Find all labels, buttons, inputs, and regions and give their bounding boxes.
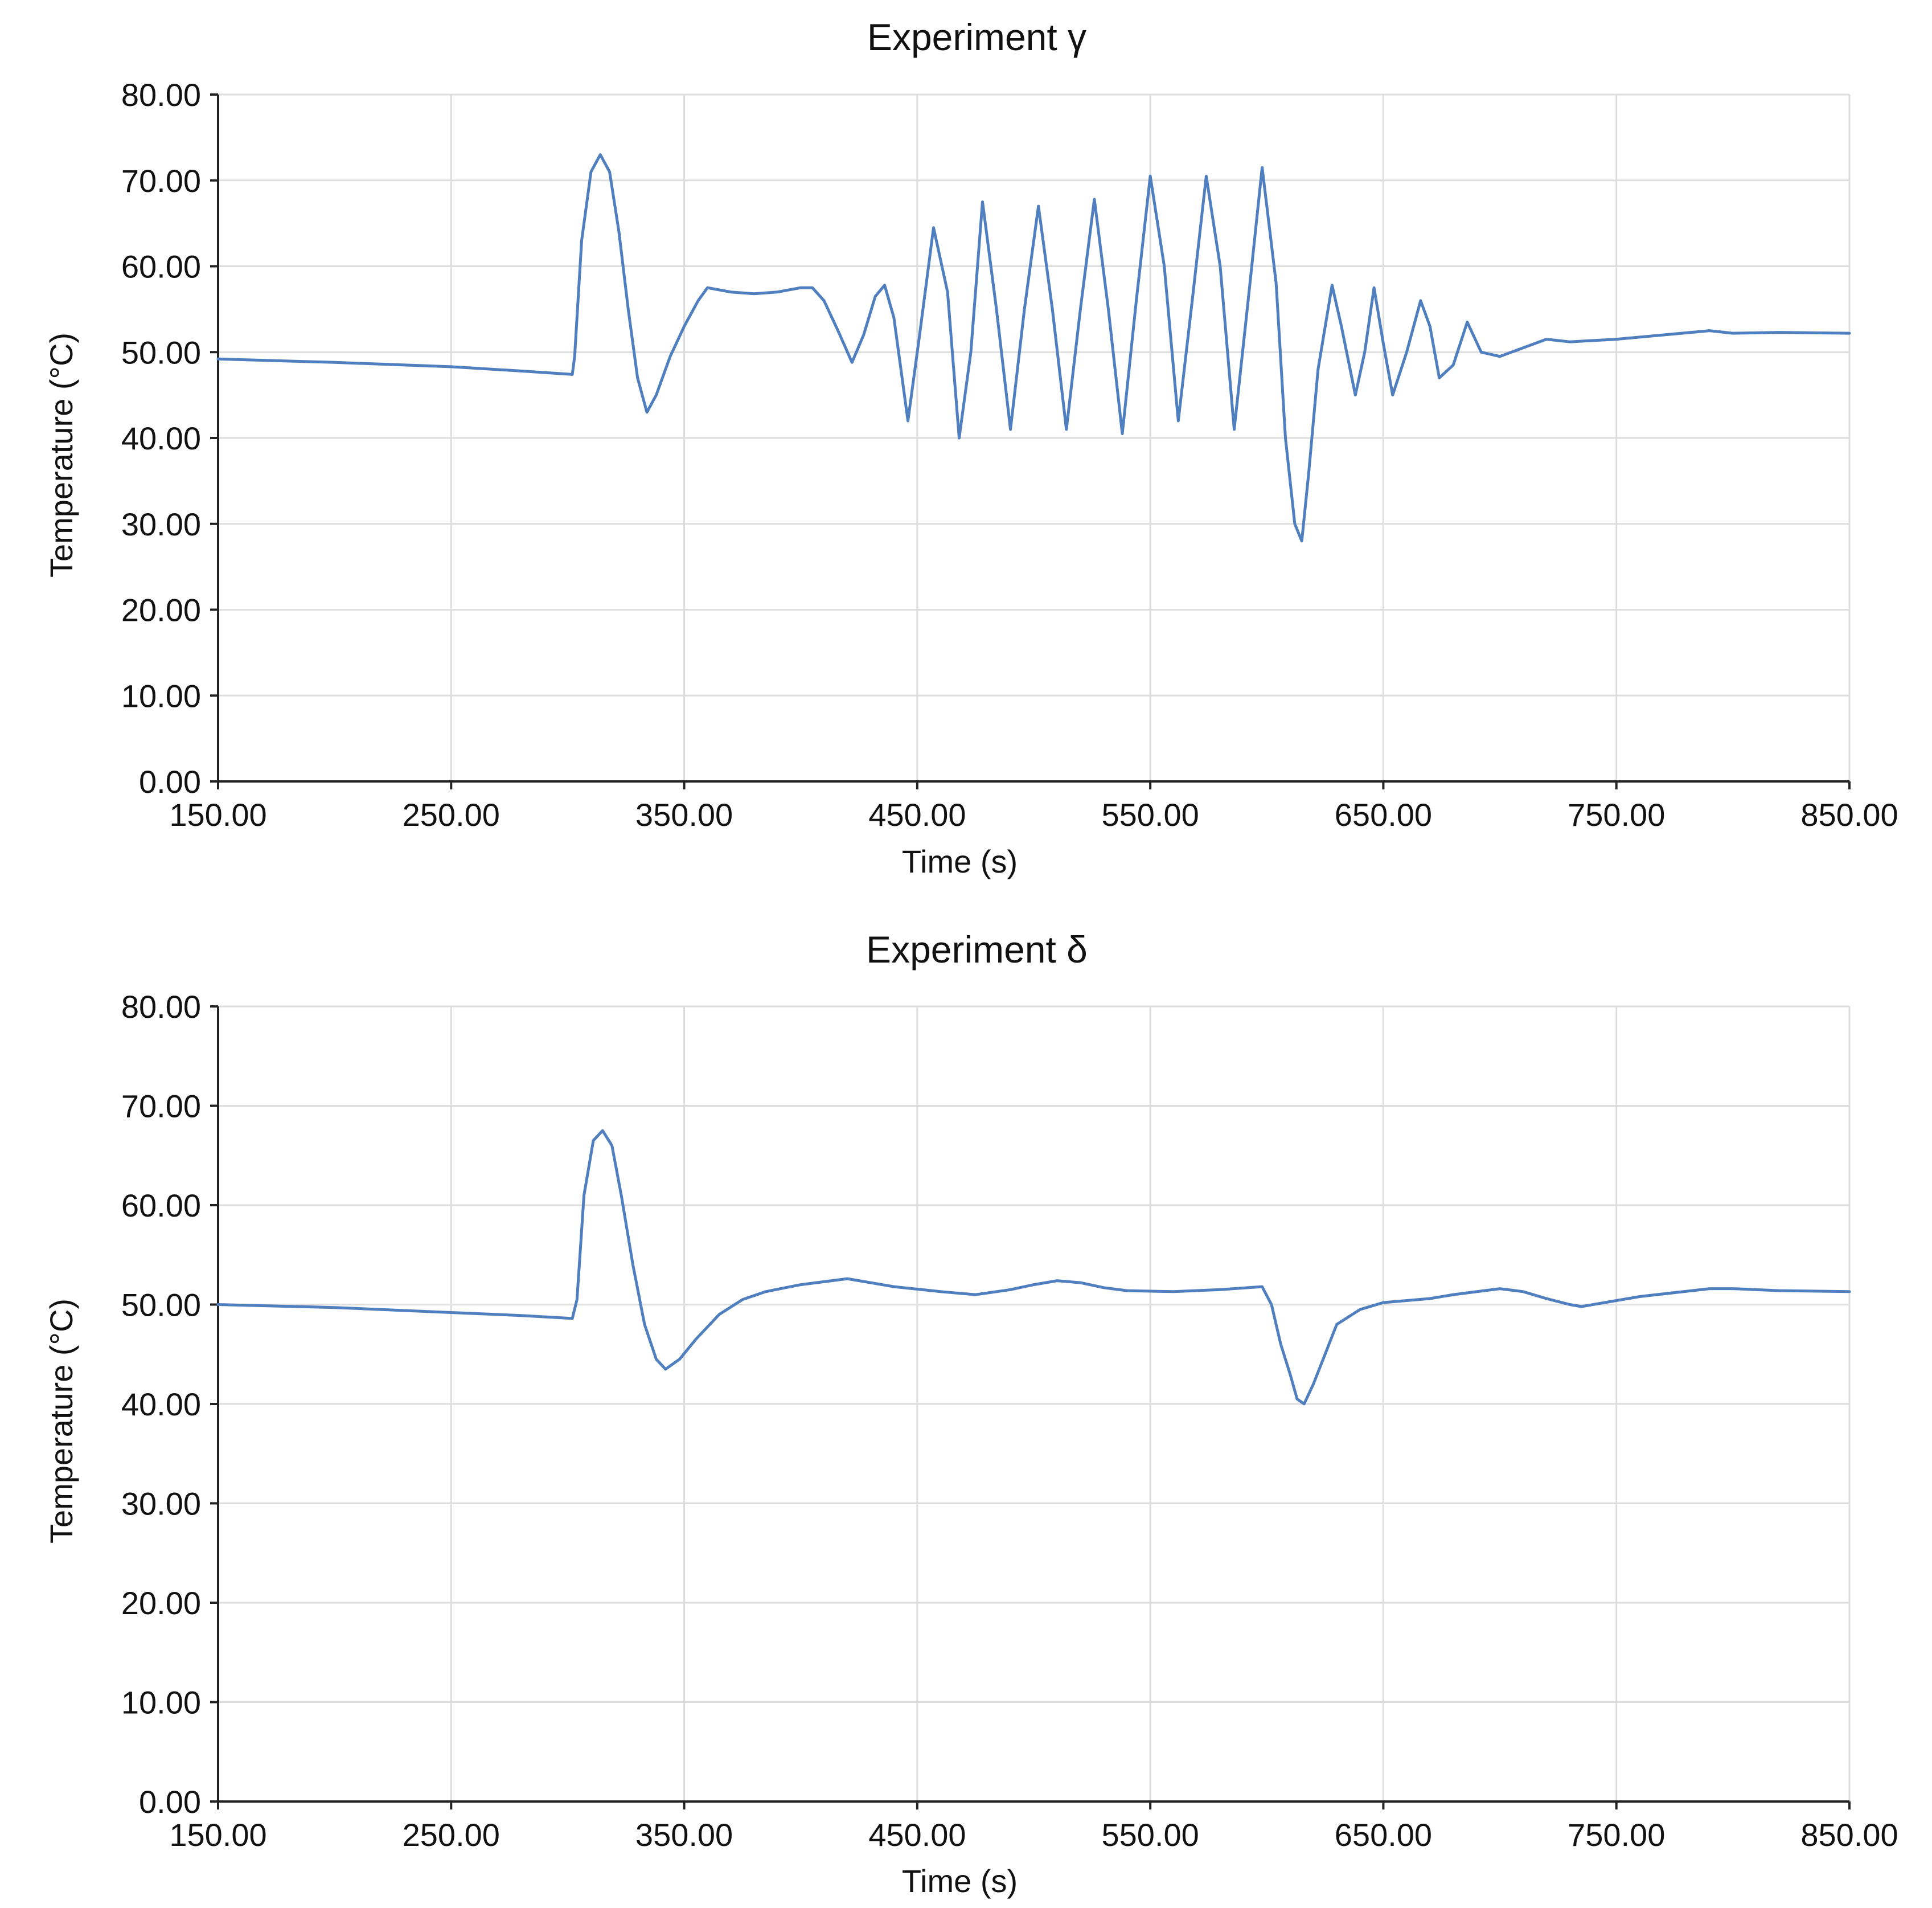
y-tick-label: 70.00 <box>121 163 201 199</box>
x-tick-label: 250.00 <box>403 797 500 833</box>
series-line-1 <box>216 153 1851 543</box>
y-tick-label: 0.00 <box>139 1784 201 1820</box>
x-tick-label: 650.00 <box>1335 1817 1432 1853</box>
x-tick-label: 550.00 <box>1102 1817 1199 1853</box>
y-axis-label: Temperature (°C) <box>43 1299 79 1543</box>
y-tick-label: 0.00 <box>139 764 201 800</box>
x-tick-label: 750.00 <box>1568 1817 1665 1853</box>
x-tick-label: 650.00 <box>1335 797 1432 833</box>
y-tick-label: 40.00 <box>121 420 201 456</box>
y-tick-label: 40.00 <box>121 1386 201 1422</box>
chart-panel-1: 150.00 250.00 350.00 450.00 550.00 650.00 750.… <box>43 16 1898 879</box>
y-tick-label: 20.00 <box>121 592 201 628</box>
y-tick-label: 70.00 <box>121 1088 201 1124</box>
y-tick-label: 20.00 <box>121 1585 201 1621</box>
x-tick-label: 850.00 <box>1800 1817 1898 1853</box>
y-tick-label: 80.00 <box>121 989 201 1025</box>
x-axis-label: Time (s) <box>902 1863 1018 1899</box>
x-tick-label: 450.00 <box>868 1817 966 1853</box>
y-tick-label: 50.00 <box>121 334 201 370</box>
x-tick-label: 350.00 <box>635 1817 733 1853</box>
y-tick-label: 10.00 <box>121 1685 201 1721</box>
chart-panel-2: 150.00 250.00 350.00 450.00 550.00 650.00 750.… <box>43 928 1898 1899</box>
x-tick-label: 750.00 <box>1568 797 1665 833</box>
chart-title: Experiment δ <box>866 928 1088 971</box>
x-tick-label: 150.00 <box>169 797 266 833</box>
y-tick-label: 50.00 <box>121 1287 201 1323</box>
x-tick-label: 550.00 <box>1102 797 1199 833</box>
y-axis-label: Temperature (°C) <box>43 333 79 578</box>
x-axis-label: Time (s) <box>902 844 1018 879</box>
x-tick-label: 850.00 <box>1800 797 1898 833</box>
y-tick-label: 10.00 <box>121 678 201 714</box>
x-tick-label: 450.00 <box>868 797 966 833</box>
x-tick-label: 350.00 <box>635 797 733 833</box>
chart-title: Experiment γ <box>867 16 1086 58</box>
y-tick-label: 60.00 <box>121 249 201 285</box>
y-tick-label: 30.00 <box>121 506 201 542</box>
y-tick-label: 30.00 <box>121 1486 201 1522</box>
series-line-1 <box>216 1129 1851 1406</box>
y-tick-label: 60.00 <box>121 1188 201 1223</box>
x-tick-label: 150.00 <box>169 1817 266 1853</box>
y-tick-label: 80.00 <box>121 77 201 113</box>
x-tick-label: 250.00 <box>403 1817 500 1853</box>
